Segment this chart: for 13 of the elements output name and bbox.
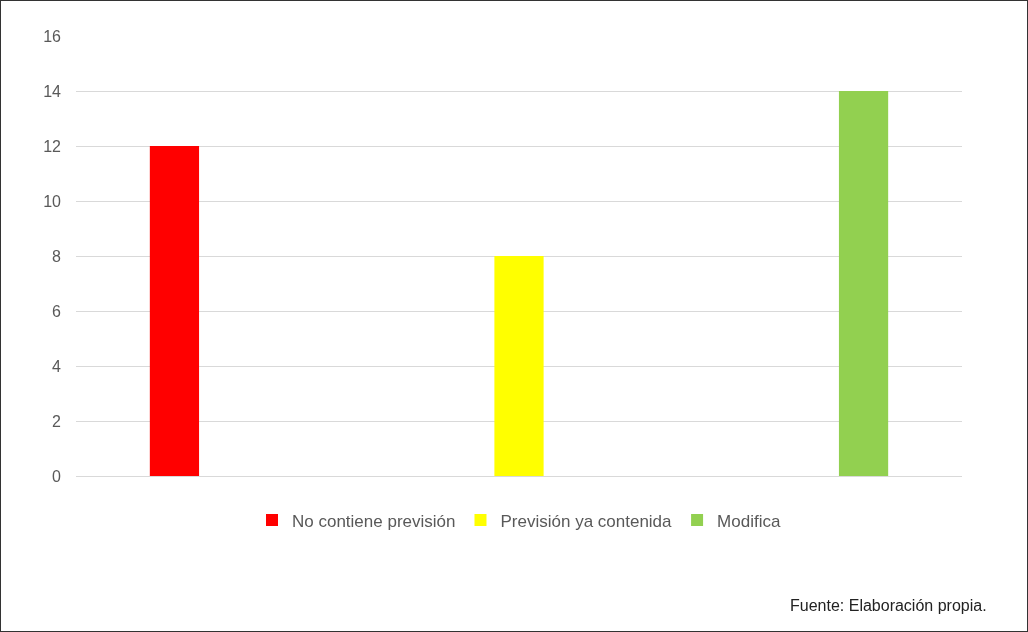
legend-label: Modifica <box>717 511 781 531</box>
y-tick-label: 14 <box>43 82 62 100</box>
legend-label: Previsión ya contenida <box>500 511 673 531</box>
y-tick-label: 8 <box>52 247 62 265</box>
y-tick-label: 2 <box>52 412 62 430</box>
legend-label: No contiene previsión <box>292 511 456 531</box>
source-note: Fuente: Elaboración propia. <box>790 597 987 614</box>
y-tick-label: 4 <box>52 357 62 375</box>
y-tick-label: 10 <box>43 192 62 210</box>
y-tick-label: 16 <box>43 27 62 45</box>
y-tick-label: 6 <box>52 302 62 320</box>
y-tick-label: 12 <box>43 137 62 155</box>
y-tick-label: 0 <box>52 467 62 485</box>
